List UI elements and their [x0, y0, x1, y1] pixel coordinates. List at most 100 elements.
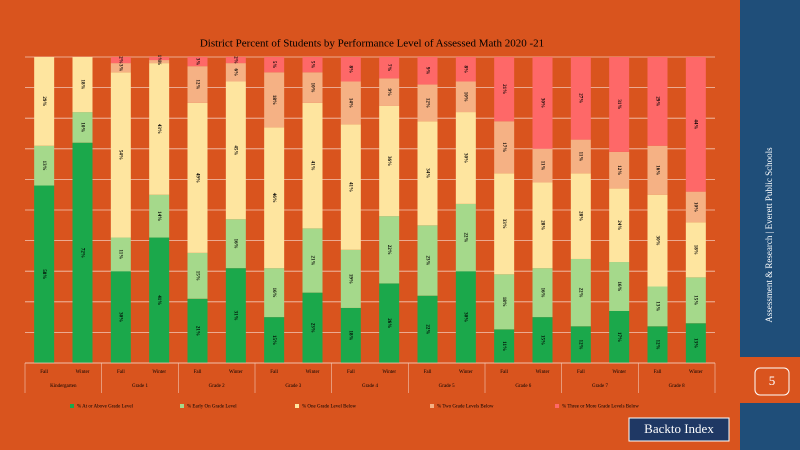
sidebar	[740, 0, 800, 357]
data-label: 12%	[578, 340, 583, 350]
bar-segment	[455, 81, 476, 113]
data-label: 30%	[463, 312, 468, 322]
group-label: Grade 3	[285, 384, 301, 389]
data-label: 30%	[539, 98, 544, 108]
bar-segment	[225, 57, 246, 64]
sidebar-bottom	[740, 403, 800, 450]
data-label: 3%	[194, 58, 199, 65]
bar-segment	[532, 317, 553, 363]
data-label: 33%	[501, 219, 506, 229]
bar-segment	[225, 81, 246, 220]
bar-segment	[149, 57, 170, 61]
bar-segment	[570, 173, 591, 259]
data-label: 46%	[271, 193, 276, 203]
x-tick-label: Winter	[382, 370, 396, 375]
data-label: 29%	[654, 96, 659, 106]
bar-segment	[570, 326, 591, 363]
bar-segment	[72, 112, 93, 143]
bar-segment	[302, 72, 323, 103]
legend-swatch	[555, 404, 559, 408]
bar-segment	[455, 57, 476, 82]
bar-segment	[302, 102, 323, 229]
group-label: Grade 2	[209, 384, 225, 389]
bar-segment	[149, 63, 170, 195]
bar-segment	[34, 145, 55, 186]
data-label: 8%	[348, 65, 353, 73]
data-label: 28%	[578, 211, 583, 221]
data-label: 72%	[79, 248, 84, 258]
x-tick-label: Fall	[654, 370, 662, 375]
bar-segment	[455, 112, 476, 204]
bar-segment	[110, 237, 131, 272]
bar-segment	[149, 194, 170, 238]
data-label: 58%	[41, 269, 46, 279]
data-label: 29%	[41, 96, 46, 106]
data-label: 7%	[386, 64, 391, 72]
x-tick-label: Winter	[306, 370, 320, 375]
button-box[interactable]	[628, 417, 730, 442]
bar-segment	[264, 72, 285, 128]
data-label: 15%	[271, 335, 276, 345]
back-button[interactable]: Backto Index	[628, 417, 730, 442]
group-label: Grade 7	[592, 384, 608, 389]
bar-segment	[494, 274, 515, 330]
data-label: 28%	[539, 220, 544, 230]
data-label: 15%	[539, 335, 544, 345]
data-label: 14%	[156, 211, 161, 221]
data-label: 2%	[118, 56, 123, 64]
x-tick-label: Winter	[152, 370, 166, 375]
data-label: 8%	[463, 65, 468, 73]
legend-label: % At or Above Grade Level	[77, 405, 134, 410]
data-label: 3%	[118, 64, 123, 72]
legend-swatch	[430, 404, 434, 408]
bar-segment	[149, 237, 170, 363]
bar-segment	[647, 194, 668, 287]
data-label: 9%	[424, 67, 429, 75]
x-tick-label: Winter	[229, 370, 243, 375]
x-tick-label: Winter	[459, 370, 473, 375]
bar-segment	[264, 317, 285, 363]
bar-segment	[187, 252, 208, 299]
bar-segment	[532, 148, 553, 183]
bar-segment	[685, 323, 706, 363]
bar-segment	[609, 57, 630, 152]
data-label: 22%	[578, 288, 583, 298]
bar-segment	[570, 139, 591, 174]
data-label: 23%	[309, 323, 314, 333]
bar-segment	[379, 105, 400, 217]
bar-segment	[494, 57, 515, 122]
bar-segment	[417, 295, 438, 363]
data-label: 11%	[501, 341, 506, 351]
data-label: 22%	[463, 233, 468, 243]
data-label: 22%	[424, 324, 429, 334]
data-label: 11%	[578, 152, 583, 162]
data-label: 13%	[41, 161, 46, 171]
data-label: 16%	[654, 165, 659, 175]
x-tick-label: Winter	[612, 370, 626, 375]
bar-segment	[110, 63, 131, 73]
bar-segment	[187, 66, 208, 103]
data-label: 10%	[463, 92, 468, 102]
bar-segment	[685, 277, 706, 324]
data-label: 9%	[386, 88, 391, 96]
bar-segment	[302, 57, 323, 73]
legend-label: % One Grade Level Below	[302, 405, 357, 410]
x-tick-label: Fall	[577, 370, 585, 375]
x-tick-label: Fall	[117, 370, 125, 375]
bar-segment	[532, 182, 553, 269]
bar-segment	[455, 271, 476, 363]
data-label: 18%	[348, 330, 353, 340]
bar-segment	[647, 286, 668, 327]
x-tick-label: Fall	[270, 370, 278, 375]
bar-segment	[417, 121, 438, 226]
data-label: 41%	[309, 161, 314, 171]
data-label: 18%	[693, 245, 698, 255]
bar-segment	[34, 57, 55, 146]
x-tick-label: Winter	[76, 370, 90, 375]
button-label[interactable]: Backto Index	[644, 421, 714, 436]
data-label: 1%	[156, 58, 161, 65]
legend-swatch	[180, 404, 184, 408]
bar-segment	[609, 262, 630, 311]
data-label: 16%	[271, 288, 276, 298]
group-label: Grade 1	[132, 384, 148, 389]
